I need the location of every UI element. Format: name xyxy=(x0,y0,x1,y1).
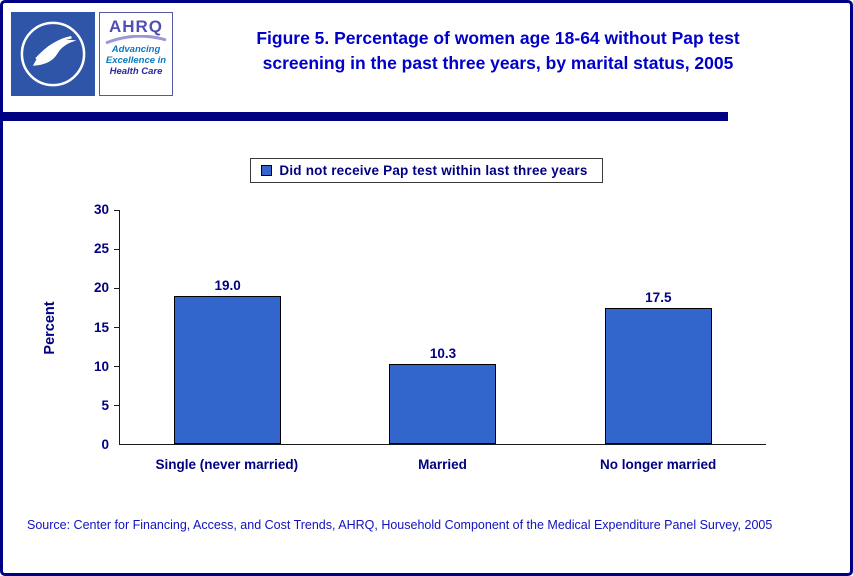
bar-slot: 10.3 xyxy=(335,210,550,444)
y-tick-label: 20 xyxy=(93,280,109,296)
legend: Did not receive Pap test within last thr… xyxy=(250,158,603,183)
y-tick-label: 30 xyxy=(93,202,109,217)
bar-chart: Percent 0 5 10 15 20 25 30 19.0 10.3 17.5 Single… xyxy=(33,202,850,479)
bar-value-label: 19.0 xyxy=(214,277,241,293)
y-axis-title-cell: Percent xyxy=(33,210,67,445)
bar-value-label: 10.3 xyxy=(429,345,457,361)
y-tick-label: 10 xyxy=(93,358,109,374)
bar xyxy=(604,307,712,444)
plot-area: 19.0 10.3 17.5 xyxy=(114,209,766,445)
y-tick-mark xyxy=(114,248,120,250)
y-axis-title: Percent xyxy=(42,300,58,355)
y-tick-mark xyxy=(114,209,120,211)
bar xyxy=(174,295,282,444)
x-axis-labels: Single (never married) Married No longer m… xyxy=(119,445,766,479)
ahrq-tagline-line3: Health Care xyxy=(109,65,163,77)
y-tick-mark xyxy=(114,404,120,407)
source-text: Source: Center for Financing, Access, an… xyxy=(27,518,773,532)
ahrq-logo-text: AHRQ xyxy=(108,17,164,36)
figure-title: Figure 5. Percentage of women age 18-64 … xyxy=(176,12,840,77)
y-tick-mark xyxy=(114,365,120,368)
y-tick-label: 15 xyxy=(93,319,109,335)
y-tick-label: 25 xyxy=(93,241,109,257)
logo-group: AHRQ Advancing Excellence in Health Care xyxy=(11,12,176,96)
header-rule xyxy=(3,112,728,121)
ahrq-logo: AHRQ Advancing Excellence in Health Care xyxy=(99,12,173,96)
header: AHRQ Advancing Excellence in Health Care… xyxy=(3,3,850,107)
ahrq-tagline-line1: Advancing xyxy=(111,44,161,55)
x-axis-label: Married xyxy=(418,457,467,472)
ahrq-swoosh-icon xyxy=(105,35,167,45)
y-tick-mark xyxy=(114,287,120,290)
hhs-logo xyxy=(11,12,95,96)
legend-label: Did not receive Pap test within last thr… xyxy=(279,163,588,178)
y-tick-label: 5 xyxy=(101,397,109,413)
y-tick-label: 0 xyxy=(101,437,109,452)
bar xyxy=(389,363,497,444)
ahrq-tagline-line2: Excellence in xyxy=(105,54,167,66)
y-axis: 0 5 10 15 20 25 30 xyxy=(67,202,119,452)
bar-slot: 19.0 xyxy=(120,210,335,444)
legend-swatch-icon xyxy=(261,165,273,176)
hhs-seal-icon xyxy=(11,12,95,96)
y-tick-mark xyxy=(114,326,120,328)
bar-slot: 17.5 xyxy=(551,210,766,444)
figure-title-line2: screening in the past three years, by ma… xyxy=(262,53,734,74)
legend-row: Did not receive Pap test within last thr… xyxy=(3,158,850,183)
x-axis-label: No longer married xyxy=(600,457,717,472)
bar-value-label: 17.5 xyxy=(645,289,672,305)
x-axis-label: Single (never married) xyxy=(155,457,299,472)
figure-title-line1: Figure 5. Percentage of women age 18-64 … xyxy=(256,28,740,48)
